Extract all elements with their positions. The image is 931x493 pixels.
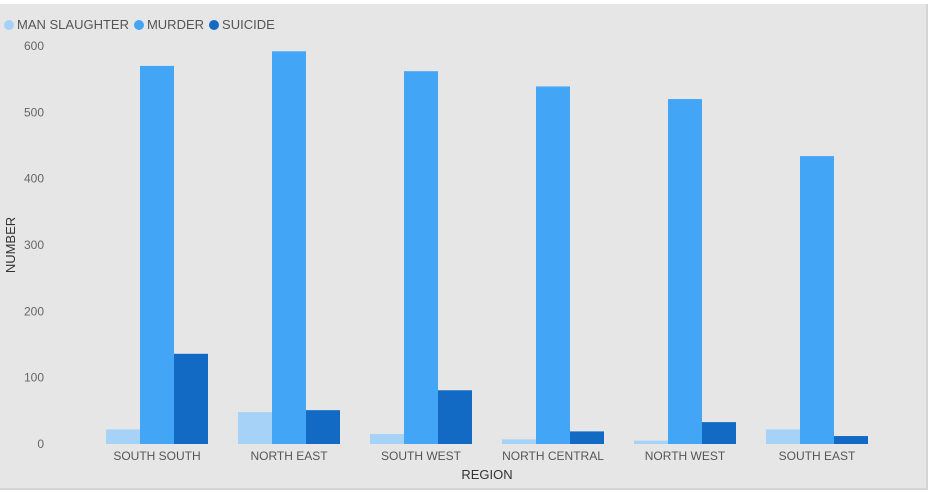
bar-man-slaughter[interactable] <box>238 412 272 444</box>
legend-item-suicide[interactable]: SUICIDE <box>209 17 275 32</box>
bar-murder[interactable] <box>140 65 174 445</box>
bar-murder[interactable] <box>800 156 834 444</box>
bar-suicide[interactable] <box>702 422 736 444</box>
x-tick-label: NORTH CENTRAL <box>502 449 604 463</box>
y-axis-ticks: 0 100 200 300 400 500 600 <box>24 39 44 451</box>
x-tick-label: SOUTH WEST <box>381 449 462 463</box>
legend-swatch-man-slaughter <box>4 19 14 30</box>
bar-man-slaughter[interactable] <box>370 434 404 444</box>
x-tick-label: SOUTH EAST <box>779 449 856 463</box>
y-axis-title: NUMBER <box>3 217 18 273</box>
legend: MAN SLAUGHTER MURDER SUICIDE <box>4 17 280 32</box>
bar-murder[interactable] <box>536 86 570 445</box>
legend-label-man-slaughter: MAN SLAUGHTER <box>17 17 129 32</box>
legend-swatch-murder <box>133 19 144 30</box>
y-tick-label: 300 <box>24 238 44 252</box>
bar-man-slaughter[interactable] <box>634 440 668 444</box>
legend-label-suicide: SUICIDE <box>222 17 275 32</box>
bars <box>106 51 868 445</box>
y-tick-label: 600 <box>24 39 44 53</box>
x-tick-label: NORTH WEST <box>645 449 726 463</box>
x-axis-labels: SOUTH SOUTH NORTH EAST SOUTH WEST NORTH CEN… <box>113 449 856 463</box>
bar-suicide[interactable] <box>174 353 208 444</box>
bar-murder[interactable] <box>272 51 306 444</box>
bar-suicide[interactable] <box>306 410 340 444</box>
x-axis-title: REGION <box>461 467 512 482</box>
bar-man-slaughter[interactable] <box>502 439 536 444</box>
bar-murder[interactable] <box>404 71 438 444</box>
bar-murder[interactable] <box>668 99 702 445</box>
y-tick-label: 100 <box>24 371 44 385</box>
y-tick-label: 500 <box>24 105 44 119</box>
y-tick-label: 400 <box>24 172 44 186</box>
bar-suicide[interactable] <box>438 390 472 444</box>
y-tick-label: 200 <box>24 304 44 318</box>
x-tick-label: NORTH EAST <box>250 449 328 463</box>
legend-item-man-slaughter[interactable]: MAN SLAUGHTER <box>4 17 129 32</box>
bar-suicide[interactable] <box>570 431 604 444</box>
bar-man-slaughter[interactable] <box>766 429 800 444</box>
y-tick-label: 0 <box>37 437 44 451</box>
legend-label-murder: MURDER <box>146 17 205 32</box>
legend-item-murder[interactable]: MURDER <box>133 17 205 32</box>
legend-swatch-suicide <box>209 19 220 30</box>
x-tick-label: SOUTH SOUTH <box>113 449 200 463</box>
bar-man-slaughter[interactable] <box>106 429 140 444</box>
bar-suicide[interactable] <box>834 436 868 444</box>
